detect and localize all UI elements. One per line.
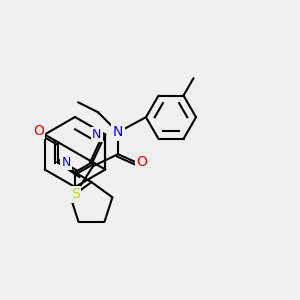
Text: N: N <box>113 125 123 139</box>
Text: O: O <box>136 155 147 169</box>
Text: N: N <box>61 156 71 169</box>
Text: O: O <box>33 124 44 138</box>
Text: S: S <box>70 187 80 201</box>
Text: N: N <box>92 128 101 141</box>
